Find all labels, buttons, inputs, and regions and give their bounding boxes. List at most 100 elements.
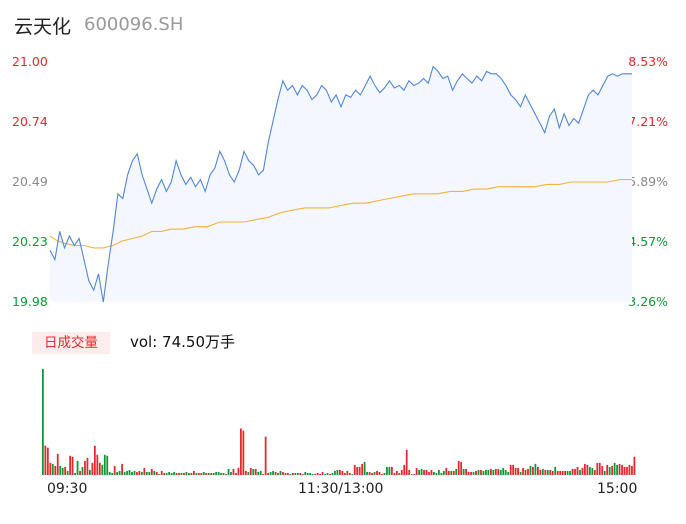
volume-bar <box>44 445 47 475</box>
volume-bar <box>579 469 581 475</box>
volume-bar <box>178 472 180 475</box>
volume-bar <box>428 471 430 475</box>
x-tick-label: 15:00 <box>597 481 638 497</box>
pct-tick-label: 8.53% <box>628 54 668 69</box>
volume-bar <box>301 473 304 475</box>
volume-bar <box>591 467 594 475</box>
volume-bar <box>561 470 564 475</box>
volume-bar <box>339 469 341 475</box>
volume-bar <box>492 469 495 475</box>
volume-bar <box>269 471 272 475</box>
volume-bar <box>254 468 257 475</box>
volume-bar <box>262 473 265 475</box>
volume-bar <box>551 470 554 475</box>
volume-bar <box>537 466 539 475</box>
volume-bar <box>499 469 502 475</box>
volume-bar <box>306 472 309 475</box>
volume-bar <box>244 470 247 475</box>
volume-bar <box>378 471 381 475</box>
pct-tick-label: 5.89% <box>628 174 668 189</box>
volume-bar <box>442 470 445 475</box>
volume-bar <box>220 472 222 475</box>
volume-bar <box>163 472 166 475</box>
volume-bar <box>123 471 126 475</box>
volume-bar <box>603 470 606 475</box>
volume-bar <box>527 468 529 475</box>
volume-bar <box>49 462 52 475</box>
volume-bar <box>410 473 413 475</box>
volume-bar <box>61 467 64 475</box>
volume-badge: 日成交量 <box>32 332 110 354</box>
volume-bar <box>180 472 183 475</box>
volume-bar <box>93 445 96 475</box>
volume-bar <box>138 470 141 475</box>
volume-bar <box>106 455 109 475</box>
volume-bar <box>113 465 116 475</box>
volume-bar <box>197 472 200 475</box>
volume-bar <box>324 473 326 475</box>
volume-bar <box>289 473 292 475</box>
price-area <box>50 66 632 302</box>
volume-bar <box>331 472 334 475</box>
volume-bar <box>457 460 460 475</box>
volume-bar <box>341 470 344 475</box>
volume-bar <box>274 471 277 475</box>
volume-bar <box>475 470 477 475</box>
volume-bar <box>438 469 440 475</box>
volume-bar <box>91 462 94 475</box>
x-tick-label: 11:30/13:00 <box>298 481 384 497</box>
pct-tick-label: 4.57% <box>628 234 668 249</box>
volume-bar <box>403 464 406 475</box>
volume-bar <box>86 457 89 475</box>
volume-bar <box>383 472 386 475</box>
volume-bar <box>190 472 193 475</box>
volume-bar <box>237 467 240 475</box>
volume-bar <box>353 464 356 475</box>
volume-bar <box>207 472 210 475</box>
volume-bar <box>480 469 482 475</box>
volume-bar <box>242 430 245 475</box>
volume-bar <box>440 472 443 475</box>
volume-bar <box>42 369 44 475</box>
volume-bar <box>59 465 62 475</box>
volume-bar <box>279 470 282 475</box>
volume-bar <box>574 468 576 475</box>
volume-bar <box>56 453 59 475</box>
volume-bar <box>212 472 215 475</box>
volume-bar <box>584 463 586 475</box>
volume-bar <box>497 468 500 475</box>
volume-bar <box>202 471 205 475</box>
volume-bar <box>502 467 505 475</box>
volume-bar <box>626 466 628 475</box>
volume-bar <box>633 456 636 475</box>
volume-bar <box>79 470 81 475</box>
volume-bar <box>569 470 571 475</box>
volume-bar <box>126 470 128 475</box>
volume-bar <box>509 464 512 475</box>
volume-bar <box>571 468 574 475</box>
volume-bar <box>89 469 91 475</box>
volume-bar <box>96 454 99 475</box>
volume-bar <box>247 471 250 475</box>
volume-bar <box>227 468 230 475</box>
volume-bar <box>46 447 49 475</box>
volume-bar <box>608 466 611 475</box>
volume-bar <box>314 473 317 475</box>
volume-bar <box>294 472 297 475</box>
volume-bar <box>462 468 465 475</box>
volume-bar <box>514 467 517 475</box>
volume-bar <box>158 473 161 475</box>
volume-bar <box>284 472 287 475</box>
volume-bar <box>222 472 225 475</box>
volume-bar <box>452 470 455 475</box>
volume-bar <box>296 472 299 475</box>
volume-bar <box>408 469 411 475</box>
volume-bar <box>304 471 307 475</box>
volume-bar <box>249 467 252 475</box>
volume-bar <box>447 470 450 475</box>
volume-bar <box>160 470 163 475</box>
volume-bar <box>489 468 492 475</box>
volume-bar <box>363 461 366 475</box>
volume-bar <box>54 465 57 475</box>
volume-bar <box>128 469 131 475</box>
